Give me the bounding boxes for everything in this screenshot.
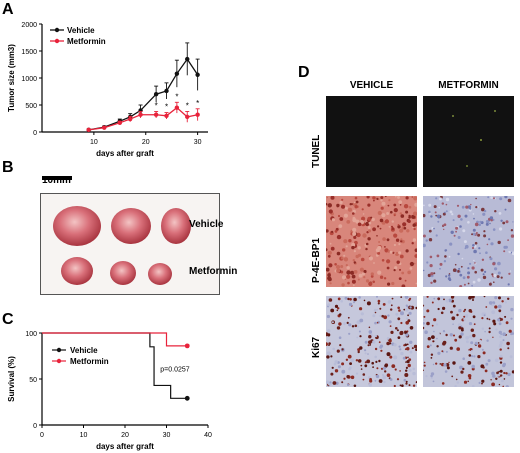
legend-label-vehicle: Vehicle bbox=[70, 346, 98, 355]
data-point-metformin bbox=[195, 112, 200, 117]
y-tick-label: 50 bbox=[29, 377, 37, 384]
legend-marker-vehicle bbox=[56, 347, 62, 353]
row-label-tunel: TUNEL bbox=[311, 134, 322, 168]
significance-star: * bbox=[186, 101, 189, 110]
panel-label-a: A bbox=[2, 1, 14, 18]
endpoint-marker-vehicle bbox=[184, 395, 190, 401]
ki67-vehicle-image bbox=[326, 296, 417, 387]
legend-marker-metformin bbox=[56, 358, 62, 364]
y-tick-label: 100 bbox=[25, 331, 37, 338]
panel-label-c: C bbox=[2, 311, 14, 328]
significance-star: * bbox=[165, 103, 168, 112]
x-tick-label: 40 bbox=[204, 432, 212, 439]
tumor-label-vehicle: Vehicle bbox=[189, 219, 224, 230]
survival-chart: 0 50 100 0 10 20 30 40 days after graft Survival … bbox=[7, 331, 212, 451]
tumor-vehicle-2 bbox=[111, 208, 151, 244]
tumor-vehicle-1 bbox=[53, 206, 101, 246]
y-tick-label: 2000 bbox=[21, 22, 37, 29]
legend-label-metformin: Metformin bbox=[67, 37, 106, 46]
tunel-dots bbox=[452, 110, 496, 167]
x-tick-label: 30 bbox=[194, 139, 202, 146]
stain-texture bbox=[423, 296, 514, 387]
row-label-p4ebp1: P-4E-BP1 bbox=[311, 237, 322, 283]
tumor-metformin-2 bbox=[110, 261, 136, 285]
y-tick-label: 0 bbox=[33, 130, 37, 137]
tumor-growth-chart: 0 500 1000 1500 2000 10 20 30 days after graft Tu… bbox=[7, 22, 208, 157]
scale-bar-label: 10mm bbox=[42, 175, 71, 186]
y-tick-label: 1500 bbox=[21, 49, 37, 56]
data-point-metformin bbox=[117, 120, 123, 126]
legend-label-metformin: Metformin bbox=[70, 357, 109, 366]
data-point-metformin bbox=[153, 112, 159, 117]
x-tick-label: 10 bbox=[80, 432, 88, 439]
panel-label-b: B bbox=[2, 159, 14, 176]
stain-texture bbox=[326, 196, 417, 287]
tumor-photo-svg bbox=[53, 206, 191, 285]
x-axis-label: days after graft bbox=[96, 442, 154, 451]
p4ebp1-vehicle-image bbox=[326, 196, 417, 287]
column-header-vehicle: VEHICLE bbox=[349, 80, 394, 91]
data-point-metformin bbox=[164, 113, 169, 119]
data-point-vehicle bbox=[195, 72, 200, 77]
p4ebp1-metformin-image bbox=[423, 196, 514, 287]
x-tick-label: 20 bbox=[121, 432, 129, 439]
ki67-metformin-image bbox=[423, 296, 514, 387]
series-line-vehicle bbox=[88, 57, 199, 131]
panel-label-d: D bbox=[298, 64, 310, 81]
p-value-annotation: p=0.0257 bbox=[160, 367, 189, 374]
legend-marker-vehicle bbox=[54, 27, 60, 33]
tumor-metformin-3 bbox=[148, 263, 172, 285]
y-tick-label: 1000 bbox=[21, 76, 37, 83]
data-point-vehicle bbox=[153, 92, 159, 97]
significance-star: * bbox=[175, 92, 178, 101]
y-tick-label: 500 bbox=[25, 103, 37, 110]
tumor-photo: Vehicle Metformin bbox=[40, 193, 237, 295]
stain-texture bbox=[423, 196, 514, 287]
data-point-metformin bbox=[185, 114, 190, 120]
y-axis-label: Tumor size (mm3) bbox=[7, 44, 16, 112]
x-tick-label: 0 bbox=[40, 432, 44, 439]
tunel-vehicle-image bbox=[326, 96, 417, 187]
column-header-metformin: METFORMIN bbox=[438, 80, 499, 91]
tunel-metformin-image bbox=[423, 96, 514, 187]
survival-curve-metformin bbox=[42, 332, 188, 347]
tumor-metformin-1 bbox=[61, 257, 93, 285]
stain-texture bbox=[326, 296, 417, 387]
series-line-metformin bbox=[88, 106, 198, 131]
legend-marker-metformin bbox=[54, 38, 60, 44]
data-point-vehicle bbox=[174, 71, 180, 76]
significance-star: * bbox=[196, 99, 199, 108]
data-point-vehicle bbox=[164, 88, 169, 94]
x-tick-label: 20 bbox=[142, 139, 150, 146]
x-axis-label: days after graft bbox=[96, 149, 154, 157]
survival-curve-vehicle bbox=[42, 332, 188, 399]
data-point-metformin bbox=[127, 116, 133, 122]
endpoint-marker-metformin bbox=[184, 343, 190, 349]
row-label-ki67: Ki67 bbox=[311, 336, 322, 358]
data-point-vehicle bbox=[185, 56, 190, 62]
data-point-metformin bbox=[174, 105, 180, 110]
y-tick-label: 0 bbox=[33, 423, 37, 430]
x-tick-label: 10 bbox=[90, 139, 98, 146]
tumor-label-metformin: Metformin bbox=[189, 266, 238, 277]
data-point-metformin bbox=[138, 112, 143, 117]
scale-bar bbox=[42, 176, 72, 180]
legend-label-vehicle: Vehicle bbox=[67, 26, 95, 35]
significance-star: * bbox=[155, 101, 158, 110]
tumor-vehicle-3 bbox=[161, 208, 191, 244]
data-point-metformin bbox=[86, 127, 91, 133]
data-point-metformin bbox=[102, 125, 107, 130]
x-tick-label: 30 bbox=[163, 432, 171, 439]
y-axis-label: Survival (%) bbox=[7, 356, 16, 402]
